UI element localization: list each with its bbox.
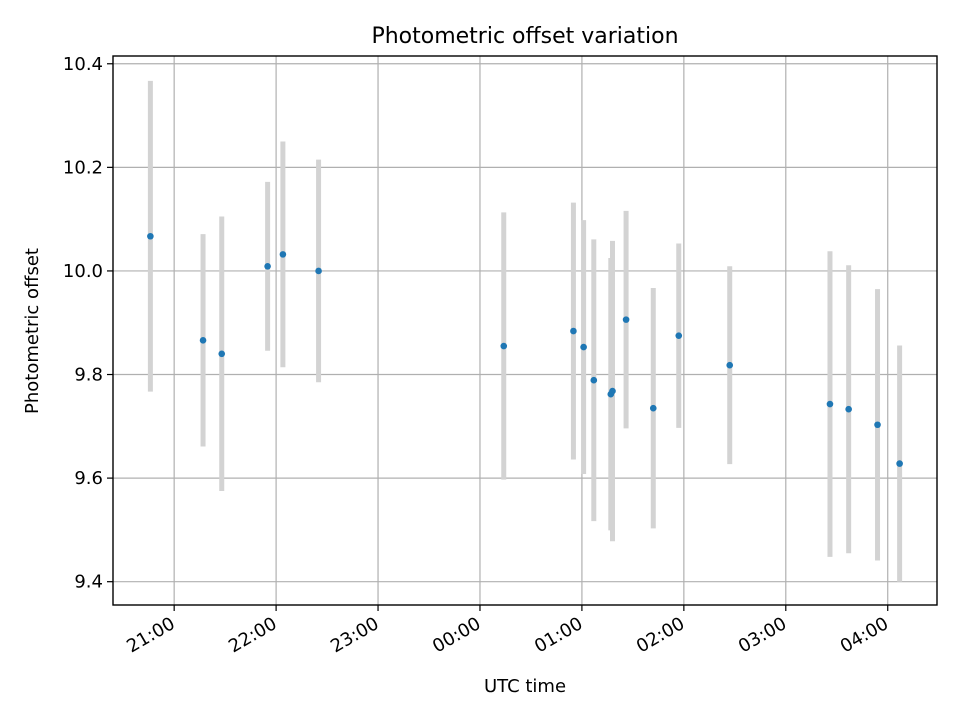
data-point: [622, 316, 630, 323]
data-point: [726, 361, 734, 369]
y-tick-label: 10.0: [63, 261, 103, 282]
data-points: [147, 232, 903, 467]
data-point: [264, 262, 271, 270]
data-point: [218, 350, 226, 358]
y-tick-label: 9.4: [74, 572, 103, 593]
data-point: [500, 342, 508, 350]
x-tick-label: 21:00: [123, 613, 178, 657]
data-point: [649, 404, 657, 412]
chart-title: Photometric offset variation: [371, 24, 678, 49]
error-bars: [147, 80, 903, 582]
data-point: [675, 332, 683, 339]
data-point: [580, 343, 587, 351]
x-tick-label: 22:00: [225, 613, 280, 657]
x-tick-label: 01:00: [531, 613, 586, 657]
data-point: [315, 267, 322, 275]
y-tick-label: 10.4: [63, 54, 103, 75]
grid-lines: [113, 56, 937, 605]
data-point: [199, 337, 207, 344]
data-point: [147, 232, 154, 240]
data-point: [896, 460, 903, 467]
x-tick-label: 02:00: [633, 613, 688, 657]
y-tick-label: 9.8: [74, 365, 103, 386]
x-tick-label: 04:00: [837, 613, 892, 657]
data-point: [874, 421, 881, 429]
data-point: [845, 405, 852, 413]
x-axis-label: UTC time: [484, 676, 566, 697]
y-axis-label: Photometric offset: [22, 248, 43, 414]
x-axis-ticks: 21:00 22:00 23:00 00:00 01:00 02:00 03:00 04:00: [123, 605, 892, 657]
x-tick-label: 00:00: [429, 613, 484, 657]
data-point: [279, 251, 287, 258]
x-tick-label: 03:00: [735, 613, 790, 657]
data-point: [590, 376, 598, 384]
plot-frame: [112, 55, 938, 606]
x-tick-label: 23:00: [327, 613, 382, 657]
data-point: [826, 400, 834, 408]
y-tick-label: 9.6: [74, 468, 103, 489]
data-point: [609, 387, 616, 395]
y-axis-ticks: 9.4 9.6 9.8 10.0 10.2 10.4: [63, 54, 113, 593]
y-tick-label: 10.2: [63, 157, 103, 178]
data-point: [570, 327, 577, 335]
